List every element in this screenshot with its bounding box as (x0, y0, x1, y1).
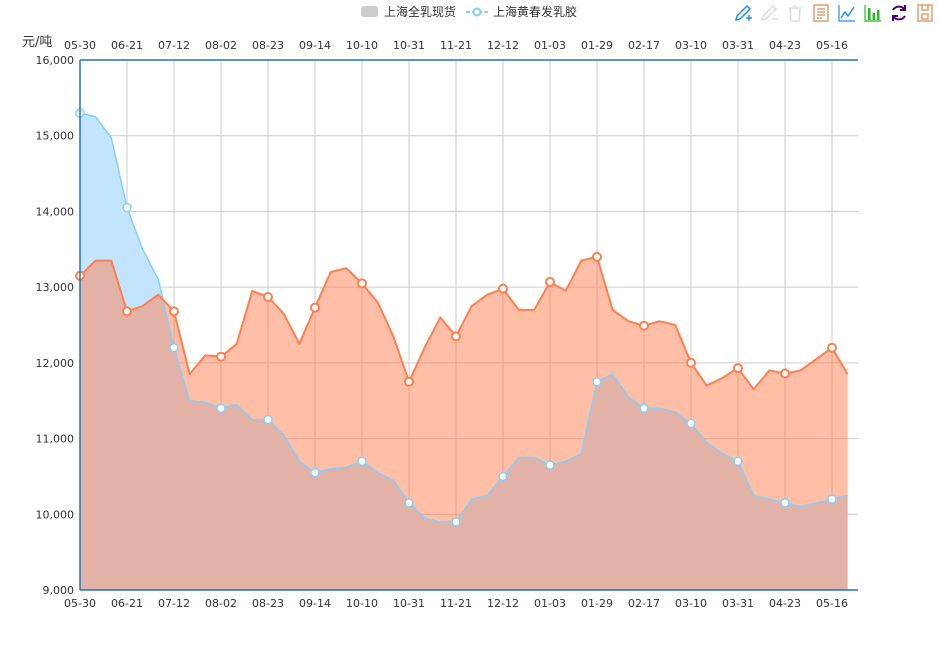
y-tick-label: 16,000 (36, 54, 75, 67)
data-point-marker (216, 403, 226, 414)
x-tick-label-top: 08-23 (252, 39, 284, 52)
x-tick-label-bottom: 03-31 (722, 597, 754, 610)
x-tick-label-top: 03-10 (675, 39, 707, 52)
series-area-0 (80, 256, 848, 590)
data-point-marker (639, 320, 649, 331)
legend: 上海全乳现货 上海黄春发乳胶 (361, 3, 587, 20)
x-tick-label-bottom: 11-21 (440, 597, 472, 610)
legend-swatch (361, 6, 378, 17)
y-tick-label: 13,000 (36, 281, 75, 294)
data-point-marker (498, 283, 508, 294)
x-tick-label-top: 02-17 (628, 39, 660, 52)
x-tick-label-bottom: 09-14 (299, 597, 331, 610)
data-point-marker (780, 368, 790, 379)
x-tick-label-bottom: 08-23 (252, 597, 284, 610)
restore-icon[interactable] (889, 3, 909, 23)
x-tick-label-top: 05-16 (816, 39, 848, 52)
y-tick-label: 15,000 (36, 130, 75, 143)
data-view-icon[interactable] (811, 3, 831, 23)
mark-undo-icon[interactable] (759, 3, 779, 23)
x-tick-label-top: 11-21 (440, 39, 472, 52)
x-tick-label-top: 10-31 (393, 39, 425, 52)
data-point-marker (639, 403, 649, 414)
x-tick-label-bottom: 04-23 (769, 597, 801, 610)
data-point-marker (686, 357, 696, 368)
data-point-marker (263, 291, 273, 302)
data-point-marker (310, 302, 320, 313)
x-tick-label-top: 08-02 (205, 39, 237, 52)
data-point-marker (827, 494, 837, 504)
legend-line-circle-icon (466, 7, 489, 16)
data-point-marker (451, 331, 461, 342)
data-point-marker (592, 251, 602, 262)
x-tick-label-bottom: 06-21 (111, 597, 143, 610)
x-tick-label-bottom: 03-10 (675, 597, 707, 610)
y-tick-label: 12,000 (36, 357, 75, 370)
x-tick-label-top: 04-23 (769, 39, 801, 52)
x-tick-label-bottom: 02-17 (628, 597, 660, 610)
x-tick-label-bottom: 01-03 (534, 597, 566, 610)
x-tick-label-top: 09-14 (299, 39, 331, 52)
x-tick-label-bottom: 10-31 (393, 597, 425, 610)
save-image-icon[interactable] (915, 3, 935, 23)
data-point-marker (592, 377, 602, 387)
data-point-marker (780, 498, 790, 508)
mark-icon[interactable] (733, 3, 753, 23)
mark-clear-icon[interactable] (785, 3, 805, 23)
series-line-1 (80, 112, 848, 523)
x-tick-label-top: 10-10 (346, 39, 378, 52)
x-tick-label-top: 12-12 (487, 39, 519, 52)
data-point-marker (686, 418, 696, 429)
legend-item-quanru[interactable]: 上海全乳现货 (361, 3, 456, 20)
x-tick-label-top: 06-21 (111, 39, 143, 52)
data-point-marker (357, 278, 367, 289)
data-point-marker (310, 467, 320, 478)
y-tick-label: 14,000 (36, 205, 75, 218)
x-tick-label-bottom: 12-12 (487, 597, 519, 610)
data-point-marker (122, 306, 132, 317)
data-point-marker (263, 414, 273, 425)
x-tick-label-bottom: 07-12 (158, 597, 190, 610)
data-point-marker (827, 342, 837, 353)
x-tick-label-bottom: 01-29 (581, 597, 613, 610)
data-point-marker (733, 456, 743, 467)
line-icon[interactable] (837, 3, 857, 23)
data-point-marker (169, 306, 179, 317)
y-axis-unit: 元/吨 (22, 35, 53, 50)
x-tick-label-bottom: 05-30 (64, 597, 96, 610)
data-point-marker (122, 202, 132, 213)
x-tick-label-bottom: 08-02 (205, 597, 237, 610)
x-tick-label-top: 07-12 (158, 39, 190, 52)
series-line-0 (80, 255, 849, 391)
data-point-marker (451, 517, 461, 527)
y-tick-label: 10,000 (36, 508, 75, 521)
x-tick-label-top: 01-29 (581, 39, 613, 52)
legend-item-huangchunfa[interactable]: 上海黄春发乳胶 (466, 3, 577, 20)
x-tick-label-top: 03-31 (722, 39, 754, 52)
data-point-marker (357, 456, 367, 467)
y-tick-label: 11,000 (36, 433, 75, 446)
legend-label: 上海黄春发乳胶 (493, 5, 578, 19)
data-point-marker (404, 376, 414, 387)
data-point-marker (733, 363, 743, 374)
x-tick-label-bottom: 05-16 (816, 597, 848, 610)
data-point-marker (498, 471, 508, 482)
x-tick-label-top: 05-30 (64, 39, 96, 52)
x-tick-label-top: 01-03 (534, 39, 566, 52)
legend-label: 上海全乳现货 (384, 5, 457, 19)
x-tick-label-bottom: 10-10 (346, 597, 378, 610)
data-point-marker (545, 460, 555, 470)
data-point-marker (216, 351, 226, 362)
data-point-marker (545, 276, 555, 287)
data-point-marker (169, 342, 179, 353)
y-tick-label: 9,000 (43, 584, 75, 597)
data-point-marker (404, 498, 414, 508)
bar-icon[interactable] (863, 3, 883, 23)
toolbox (733, 3, 935, 23)
